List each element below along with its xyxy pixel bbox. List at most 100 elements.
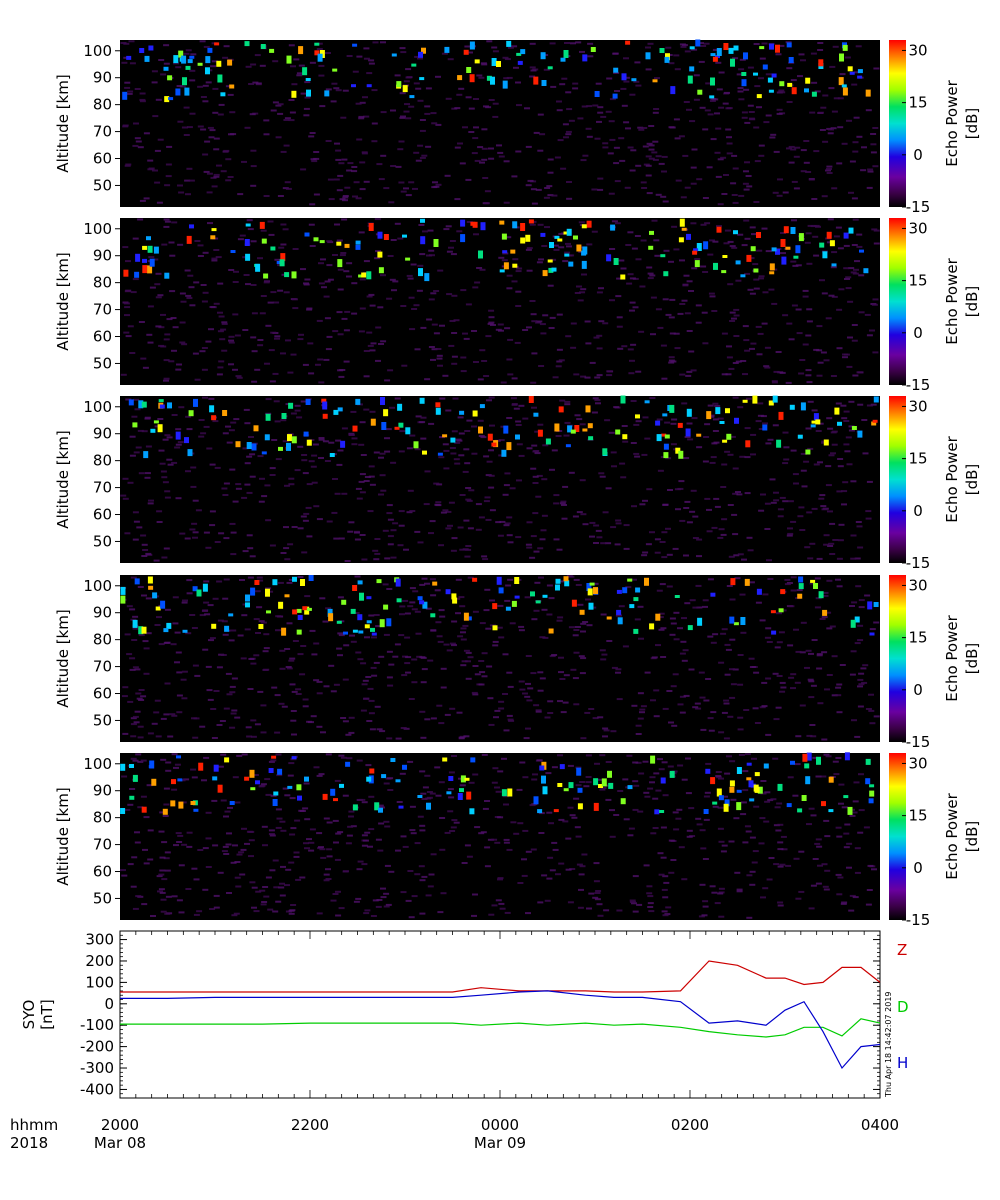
altitude-tick-label: 100 (83, 577, 112, 595)
altitude-tick-label: 60 (93, 150, 112, 168)
altitude-axis-label: Altitude [km] (54, 252, 72, 350)
colorbar-tick-label: 15 (908, 629, 927, 647)
altitude-tick-label: 50 (93, 889, 112, 907)
altitude-tick-label: 60 (93, 863, 112, 881)
altitude-tick-label: 90 (93, 247, 112, 265)
colorbar-label: Echo Power (943, 792, 961, 879)
magnetometer-tick-label: -100 (80, 1016, 114, 1034)
echo-panel-5: 50 60 70 80 90 100 Altitude [km] -15 0 15 30 Echo P… (54, 752, 981, 929)
heatmap-background (120, 218, 880, 385)
colorbar-unit: [dB] (963, 464, 981, 496)
colorbar-tick-label: -15 (906, 198, 931, 216)
time-tick-label: 2200 (291, 1116, 329, 1134)
altitude-tick-label: 70 (93, 123, 112, 141)
magnetometer-tick-label: 200 (85, 952, 114, 970)
colorbar-tick-label: 30 (908, 219, 927, 237)
altitude-axis: 50 60 70 80 90 100 (83, 42, 120, 194)
date-label: Mar 09 (474, 1134, 526, 1152)
colorbar-tick-label: -15 (906, 554, 931, 572)
series-h-line (120, 990, 881, 1070)
heatmap-echoes (120, 575, 879, 636)
colorbar-tick-label: 0 (913, 681, 923, 699)
magnetometer-tick-label: 0 (104, 995, 114, 1013)
echo-panel-3: 50 60 70 80 90 100 Altitude [km] -15 0 15 30 Echo P… (54, 395, 981, 572)
date-label: Mar 08 (94, 1134, 146, 1152)
colorbar-tick-label: 0 (913, 146, 923, 164)
altitude-tick-label: 100 (83, 42, 112, 60)
colorbar-label: Echo Power (943, 79, 961, 166)
altitude-tick-label: 50 (93, 176, 112, 194)
year-caption: 2018 (10, 1134, 48, 1152)
magnetometer-tick-label: -300 (80, 1059, 114, 1077)
altitude-tick-label: 100 (83, 755, 112, 773)
colorbar-tick-label: 15 (908, 807, 927, 825)
series-h-label: H (897, 1054, 908, 1072)
colorbar-unit: [dB] (963, 108, 981, 140)
heatmap-background (120, 396, 880, 563)
radar-panels: 50 60 70 80 90 100 Altitude [km] -15 0 15 30 Echo P… (54, 39, 981, 929)
altitude-tick-label: 70 (93, 479, 112, 497)
altitude-tick-label: 80 (93, 452, 112, 470)
echo-power-colorbar: -15 0 15 30 Echo Power [dB] (889, 218, 981, 394)
heatmap-echoes (120, 752, 875, 815)
altitude-tick-label: 100 (83, 220, 112, 238)
magnetometer-frame (119, 930, 881, 1099)
altitude-axis: 50 60 70 80 90 100 (83, 755, 120, 907)
heatmap-noise (120, 753, 877, 919)
heatmap-echoes (128, 395, 879, 459)
series-z-line (120, 960, 881, 993)
echo-power-colorbar: -15 0 15 30 Echo Power [dB] (889, 396, 981, 572)
echo-panel-4: 50 60 70 80 90 100 Altitude [km] -15 0 15 30 Echo P… (54, 575, 981, 751)
altitude-axis: 50 60 70 80 90 100 (83, 398, 120, 550)
altitude-tick-label: 70 (93, 658, 112, 676)
altitude-tick-label: 70 (93, 301, 112, 319)
series-d-line (120, 1018, 881, 1038)
time-axis-caption: hhmm (10, 1116, 58, 1134)
time-tick-label: 2000 (101, 1116, 139, 1134)
altitude-tick-label: 50 (93, 532, 112, 550)
heatmap-background (120, 575, 880, 742)
echo-power-colorbar: -15 0 15 30 Echo Power [dB] (889, 40, 981, 216)
echo-power-colorbar: -15 0 15 30 Echo Power [dB] (889, 753, 981, 929)
colorbar-label: Echo Power (943, 435, 961, 522)
altitude-tick-label: 80 (93, 96, 112, 114)
colorbar-tick-label: -15 (906, 376, 931, 394)
colorbar-tick-label: 15 (908, 450, 927, 468)
colorbar-tick-label: 0 (913, 324, 923, 342)
colorbar-tick-label: 30 (908, 754, 927, 772)
time-tick-label: 0400 (861, 1116, 899, 1134)
magnetometer-axis-label: SYO (20, 1000, 38, 1030)
colorbar-label: Echo Power (943, 614, 961, 701)
echo-power-colorbar: -15 0 15 30 Echo Power [dB] (889, 575, 981, 751)
series-d-label: D (897, 998, 909, 1016)
heatmap-echoes (123, 218, 869, 282)
altitude-tick-label: 50 (93, 711, 112, 729)
magnetometer-tick-label: 300 (85, 931, 114, 949)
echo-panel-1: 50 60 70 80 90 100 Altitude [km] -15 0 15 30 Echo P… (54, 39, 981, 216)
colorbar-unit: [dB] (963, 286, 981, 318)
altitude-tick-label: 60 (93, 685, 112, 703)
series-z-label: Z (897, 941, 907, 959)
time-tick-label: 0200 (671, 1116, 709, 1134)
echo-panel-2: 50 60 70 80 90 100 Altitude [km] -15 0 15 30 Echo P… (54, 218, 981, 394)
altitude-tick-label: 80 (93, 274, 112, 292)
altitude-axis-label: Altitude [km] (54, 74, 72, 172)
altitude-tick-label: 90 (93, 425, 112, 443)
magnetometer-tick-label: -400 (80, 1080, 114, 1098)
altitude-tick-label: 90 (93, 782, 112, 800)
altitude-tick-label: 60 (93, 328, 112, 346)
heatmap-noise (120, 575, 880, 741)
altitude-tick-label: 50 (93, 354, 112, 372)
altitude-axis: 50 60 70 80 90 100 (83, 577, 120, 729)
altitude-axis-label: Altitude [km] (54, 609, 72, 707)
plot-timestamp: Thu Apr 18 14:42:07 2019 (884, 991, 893, 1098)
colorbar-tick-label: -15 (906, 733, 931, 751)
time-tick-label: 0000 (481, 1116, 519, 1134)
colorbar-label: Echo Power (943, 257, 961, 344)
colorbar-tick-label: 0 (913, 502, 923, 520)
magnetometer-axis-unit: [nT] (38, 999, 56, 1029)
altitude-tick-label: 90 (93, 69, 112, 87)
colorbar-tick-label: -15 (906, 911, 931, 929)
altitude-tick-label: 100 (83, 398, 112, 416)
